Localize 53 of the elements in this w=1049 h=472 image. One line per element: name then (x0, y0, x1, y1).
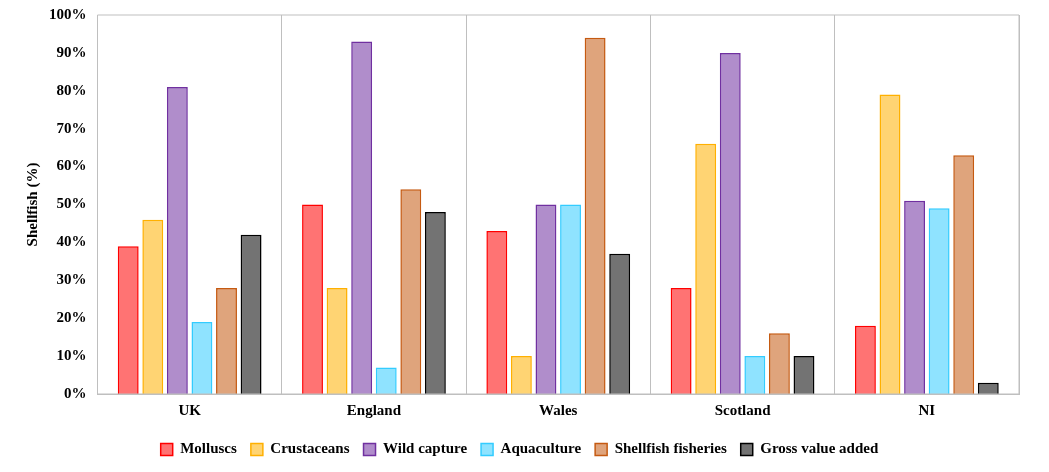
x-tick-label: NI (918, 401, 936, 418)
bar (854, 325, 876, 394)
bar (928, 208, 950, 394)
y-tick-label: 10% (56, 346, 87, 363)
legend-label: Crustaceans (270, 440, 350, 457)
y-tick-label: 60% (56, 157, 87, 174)
bar (302, 204, 323, 394)
bar (609, 253, 631, 394)
y-tick-label: 80% (56, 81, 87, 98)
y-tick-label: 20% (56, 309, 87, 326)
bar (191, 321, 213, 394)
y-tick-label: 90% (56, 43, 87, 60)
bar (326, 287, 348, 394)
bar (535, 204, 557, 394)
legend-label: Aquaculture (500, 440, 582, 457)
x-tick-label: Scotland (714, 401, 772, 418)
bar (695, 143, 717, 394)
bar (240, 234, 262, 394)
legend-label: Shellfish fisheries (614, 440, 727, 457)
bar (117, 246, 139, 394)
bar (166, 87, 188, 394)
bar (351, 41, 373, 394)
bar (424, 212, 446, 394)
bar (744, 356, 766, 394)
bar (486, 231, 508, 394)
bar (719, 52, 741, 394)
bar (510, 356, 532, 394)
y-tick-label: 70% (56, 119, 87, 136)
bar (216, 287, 237, 394)
bar (142, 219, 164, 394)
bar (793, 356, 815, 394)
legend-label: Wild capture (383, 440, 468, 457)
bar (904, 200, 926, 394)
y-tick-label: 40% (56, 233, 87, 250)
bar (953, 155, 975, 394)
bar (584, 37, 606, 394)
y-tick-label: 30% (56, 271, 87, 288)
bar (375, 367, 397, 394)
y-tick-label: 0% (64, 384, 87, 401)
bar (400, 189, 422, 394)
bar (879, 94, 901, 394)
y-tick-label: 100% (49, 5, 87, 22)
bar (560, 204, 581, 394)
bar (977, 382, 999, 394)
x-tick-label: UK (178, 401, 202, 418)
bar (768, 333, 790, 394)
legend-label: Gross value added (760, 440, 879, 457)
y-axis-title: Shellfish (%) (23, 162, 41, 247)
x-tick-label: Wales (539, 401, 578, 418)
bar (670, 287, 692, 394)
legend-label: Molluscs (180, 440, 238, 457)
x-tick-label: England (346, 401, 402, 418)
y-tick-label: 50% (56, 195, 87, 212)
